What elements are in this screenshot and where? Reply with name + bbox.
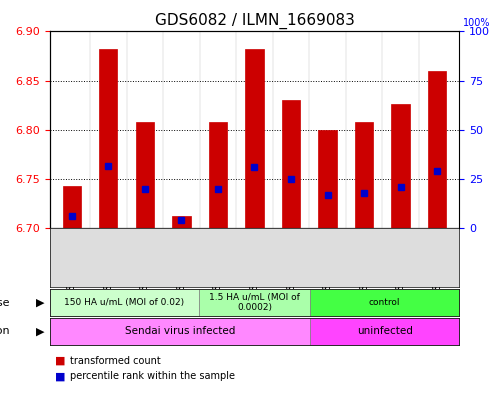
Text: ▶: ▶ [36, 326, 45, 336]
Title: GDS6082 / ILMN_1669083: GDS6082 / ILMN_1669083 [155, 13, 354, 29]
Bar [355, 122, 373, 228]
FancyBboxPatch shape [310, 318, 459, 345]
Bar [392, 104, 410, 228]
FancyBboxPatch shape [50, 318, 310, 345]
Text: ■: ■ [55, 356, 65, 366]
Bar [246, 49, 263, 228]
Text: transformed count: transformed count [70, 356, 161, 366]
Bar [63, 185, 81, 228]
Text: ▶: ▶ [36, 298, 45, 308]
Bar [282, 100, 300, 228]
Bar [209, 122, 227, 228]
Text: 1.5 HA u/mL (MOI of
0.0002): 1.5 HA u/mL (MOI of 0.0002) [209, 293, 300, 312]
Bar [136, 122, 154, 228]
Text: infection: infection [0, 326, 10, 336]
Text: 150 HA u/mL (MOI of 0.02): 150 HA u/mL (MOI of 0.02) [64, 298, 184, 307]
Text: percentile rank within the sample: percentile rank within the sample [70, 371, 235, 382]
Text: Sendai virus infected: Sendai virus infected [125, 326, 236, 336]
Bar [318, 130, 337, 228]
Text: 100%: 100% [463, 18, 491, 28]
Text: dose: dose [0, 298, 10, 308]
FancyBboxPatch shape [199, 289, 310, 316]
Bar [99, 49, 117, 228]
Text: control: control [369, 298, 400, 307]
FancyBboxPatch shape [50, 289, 199, 316]
FancyBboxPatch shape [310, 289, 459, 316]
Bar [172, 216, 191, 228]
Text: uninfected: uninfected [357, 326, 413, 336]
Bar [428, 71, 446, 228]
Text: ■: ■ [55, 371, 65, 382]
